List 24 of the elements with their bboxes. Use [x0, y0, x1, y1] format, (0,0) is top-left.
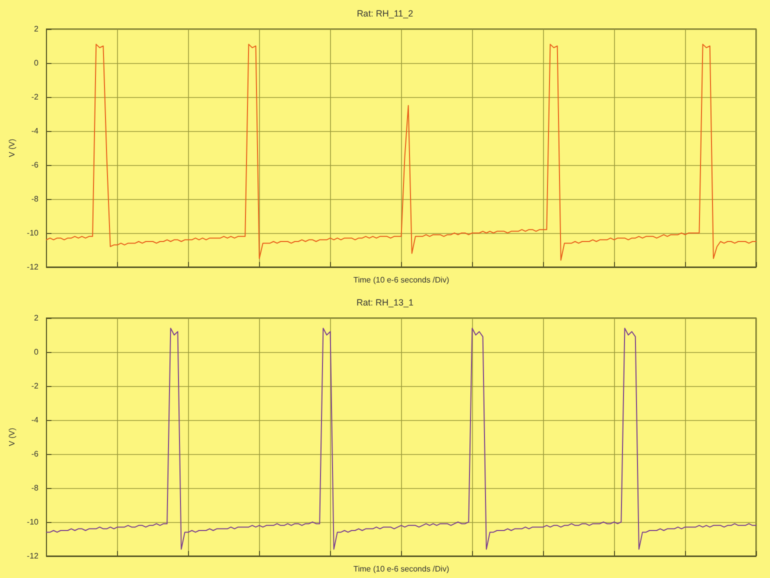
- y-tick-label: -12: [26, 552, 40, 560]
- y-tick-label: -6: [31, 160, 39, 170]
- y-tick-label: -12: [26, 262, 40, 272]
- y-tick-label: 0: [34, 348, 40, 356]
- y-tick-label: 0: [34, 58, 40, 68]
- y-axis-title: V (V): [8, 138, 16, 158]
- y-axis-title: V (V): [8, 428, 16, 446]
- chart-title: Rat: RH_11_2: [356, 8, 414, 18]
- y-tick-label: -2: [31, 382, 39, 390]
- y-tick-label: -6: [31, 450, 39, 458]
- y-tick-label: -8: [31, 194, 39, 204]
- y-tick-label: -10: [26, 518, 40, 526]
- y-tick-label: -4: [31, 416, 39, 424]
- line-series: [46, 328, 756, 550]
- y-tick-label: -8: [31, 484, 39, 492]
- y-tick-label: -10: [26, 228, 40, 238]
- y-tick-label: -4: [31, 126, 39, 136]
- y-tick-label: 2: [34, 24, 40, 34]
- y-tick-label: 2: [34, 314, 40, 322]
- x-axis-title: Time (10 e-6 seconds /Div): [353, 276, 450, 284]
- line-series: [46, 44, 756, 261]
- y-tick-label: -2: [31, 92, 39, 102]
- x-axis-title: Time (10 e-6 seconds /Div): [353, 564, 450, 574]
- chart-title: Rat: RH_13_1: [356, 298, 414, 308]
